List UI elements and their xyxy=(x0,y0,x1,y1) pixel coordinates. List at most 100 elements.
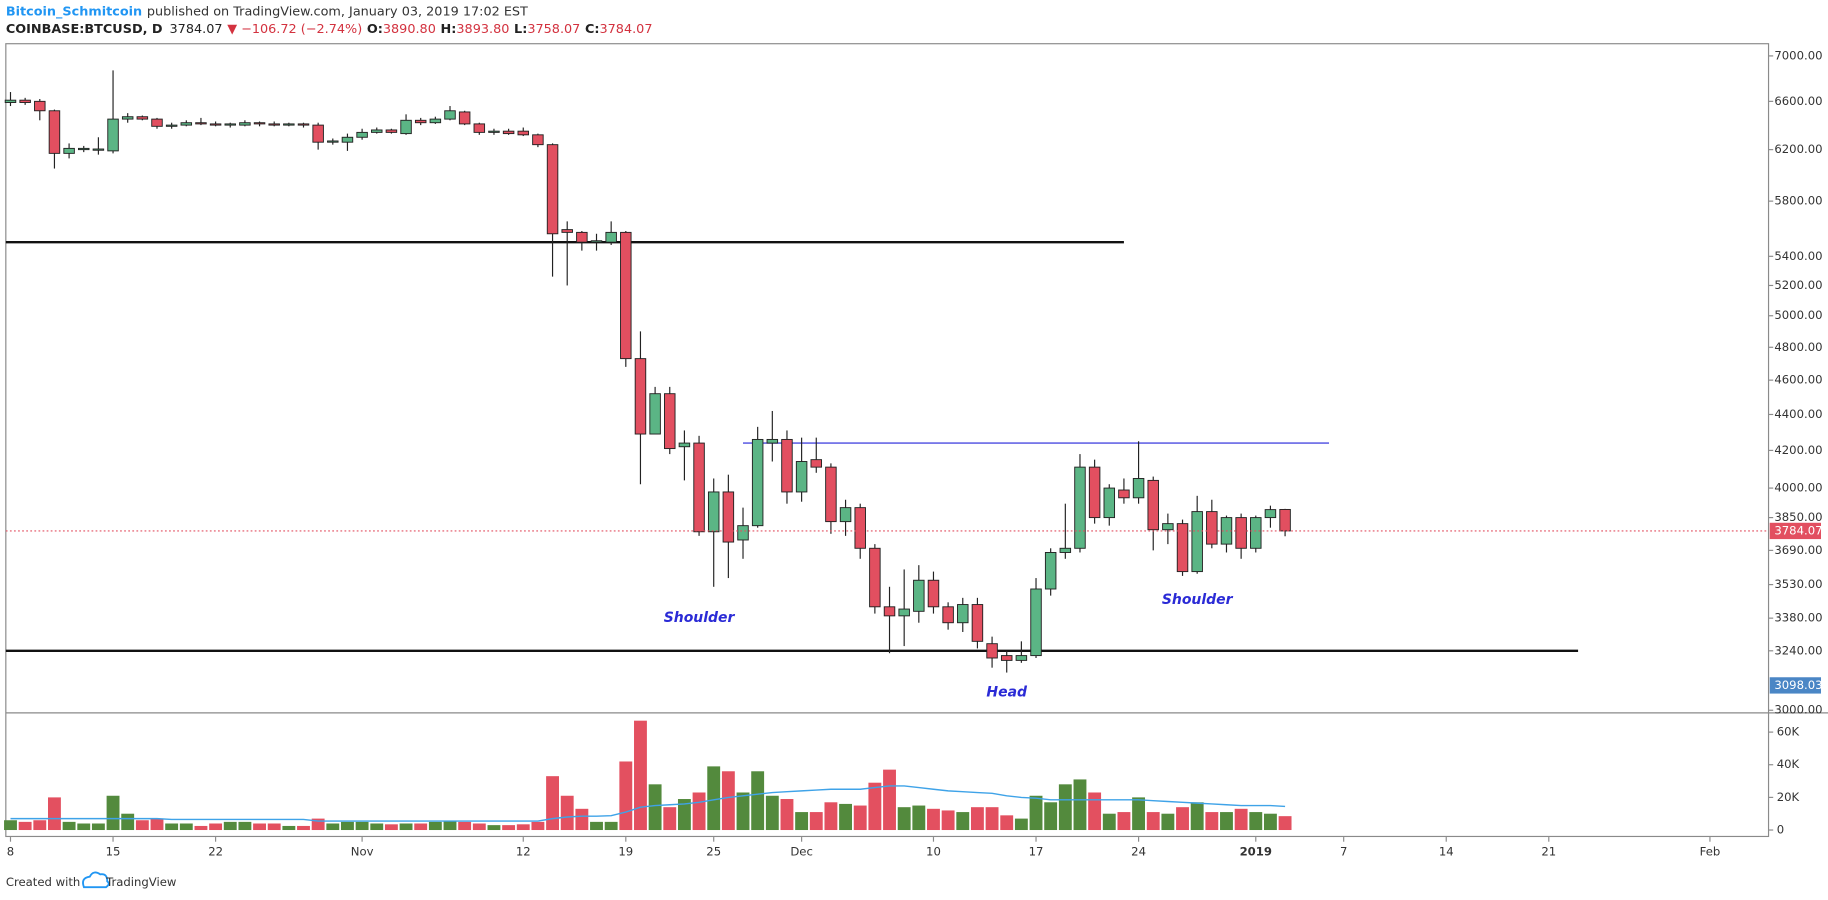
change: ▼ −106.72 (−2.74%) xyxy=(227,22,362,37)
last-price-label: 3784.07 xyxy=(1774,523,1822,537)
annotation: Head xyxy=(986,684,1028,700)
plot-frame xyxy=(5,43,1770,838)
y-tick-label: 7000.00 xyxy=(1774,48,1822,62)
volume-bar xyxy=(897,807,911,831)
volume-bar xyxy=(77,823,91,831)
candle-body xyxy=(664,393,676,450)
candle-body xyxy=(707,491,720,533)
volume-bar xyxy=(223,821,237,831)
candle-body xyxy=(151,118,163,127)
volume-bar xyxy=(311,818,325,831)
volume-bar xyxy=(135,820,149,831)
volume-bar xyxy=(780,799,794,831)
volume-bar xyxy=(1190,802,1204,831)
candle-body xyxy=(620,231,632,360)
candle-body xyxy=(1088,466,1101,519)
volume-bar xyxy=(809,812,823,831)
candle-body xyxy=(19,99,31,103)
footer-brand[interactable]: TradingView xyxy=(105,875,177,889)
y-tick-label: 4800.00 xyxy=(1774,340,1822,354)
volume-bar xyxy=(619,761,633,831)
volume-bar xyxy=(33,820,47,831)
x-tick-label: 7 xyxy=(1340,845,1347,859)
volume-bar xyxy=(824,802,838,831)
author[interactable]: Bitcoin_Schmitcoin xyxy=(6,4,142,19)
volume-bar xyxy=(970,807,984,831)
volume-bar xyxy=(868,782,882,831)
y-tick-label: 5400.00 xyxy=(1774,249,1822,263)
candle-body xyxy=(1074,466,1086,549)
candle-body xyxy=(209,123,222,126)
marks: 7000.00 6600.00 6200.00 5800.00 5400.00 5200.… xyxy=(4,48,1823,859)
candle-body xyxy=(341,136,354,143)
candle-body xyxy=(1162,523,1174,531)
candle-body xyxy=(4,99,17,103)
candle-body xyxy=(502,130,515,135)
volume-bar xyxy=(209,823,223,831)
last-price-box xyxy=(1769,522,1822,540)
y-tick-label: 6200.00 xyxy=(1774,142,1822,156)
volume-bar xyxy=(150,818,164,831)
volume-bar xyxy=(648,784,662,831)
volume-bar xyxy=(121,813,135,831)
volume-bar xyxy=(194,825,208,831)
volume-bar xyxy=(692,792,706,831)
candle-body xyxy=(458,111,471,125)
x-tick-label: 2019 xyxy=(1240,845,1272,859)
volume-bar xyxy=(1088,792,1102,831)
volume-bar xyxy=(106,795,120,831)
candle-body xyxy=(913,579,925,612)
x-tick-label: 14 xyxy=(1439,845,1454,859)
x-tick-label: 12 xyxy=(516,845,531,859)
candle-body xyxy=(605,231,617,243)
candle-body xyxy=(400,119,412,135)
volume-bar xyxy=(458,821,472,831)
candle-body xyxy=(488,130,500,133)
candle-body xyxy=(136,116,149,120)
volume-bar xyxy=(414,823,428,831)
ohlc-value: 3784.07 xyxy=(600,22,653,37)
candle-body xyxy=(722,491,735,543)
volume-bar xyxy=(1014,818,1028,831)
candle-body xyxy=(63,147,75,154)
volume-bar xyxy=(546,776,559,831)
candle-body xyxy=(795,461,808,493)
y-tick-label: 4000.00 xyxy=(1774,481,1822,495)
candle-body xyxy=(1015,655,1028,661)
volume-bar xyxy=(751,771,765,831)
volume-bar xyxy=(384,824,398,831)
volume-bar xyxy=(765,795,779,831)
candle-body xyxy=(517,130,529,136)
volume-bar xyxy=(179,823,193,831)
x-tick-label: 24 xyxy=(1131,845,1146,859)
annotation: Shoulder xyxy=(1162,592,1234,608)
volume-bar xyxy=(472,823,486,831)
candle-body xyxy=(1235,517,1247,549)
volume-bar xyxy=(370,823,384,831)
ohlc-value: 3758.07 xyxy=(527,22,580,37)
candle-body xyxy=(825,466,837,523)
volume-bar xyxy=(941,810,955,831)
volume-bar xyxy=(18,821,32,831)
volume-bar xyxy=(1132,797,1146,831)
candle-body xyxy=(854,507,866,549)
volume-tick-label: 20K xyxy=(1777,790,1800,804)
candle-body xyxy=(869,547,881,608)
volume-bar xyxy=(1205,812,1219,831)
volume-bar xyxy=(1263,813,1277,831)
volume-bar xyxy=(1073,779,1087,831)
candle-body xyxy=(107,118,119,152)
candle-body xyxy=(92,148,105,151)
candle-body xyxy=(121,116,134,120)
ohlc-label: O: xyxy=(367,22,383,37)
candle-body xyxy=(1279,508,1291,532)
candle-body xyxy=(268,123,280,126)
marker-label: 3098.03 xyxy=(1774,678,1822,692)
candle-body xyxy=(532,134,544,146)
candle-body xyxy=(737,525,749,541)
candle-body xyxy=(195,122,207,125)
candle-body xyxy=(444,110,456,120)
volume-bar xyxy=(1029,795,1043,831)
y-tick-label: 5800.00 xyxy=(1774,194,1822,208)
candle-body xyxy=(283,123,295,126)
